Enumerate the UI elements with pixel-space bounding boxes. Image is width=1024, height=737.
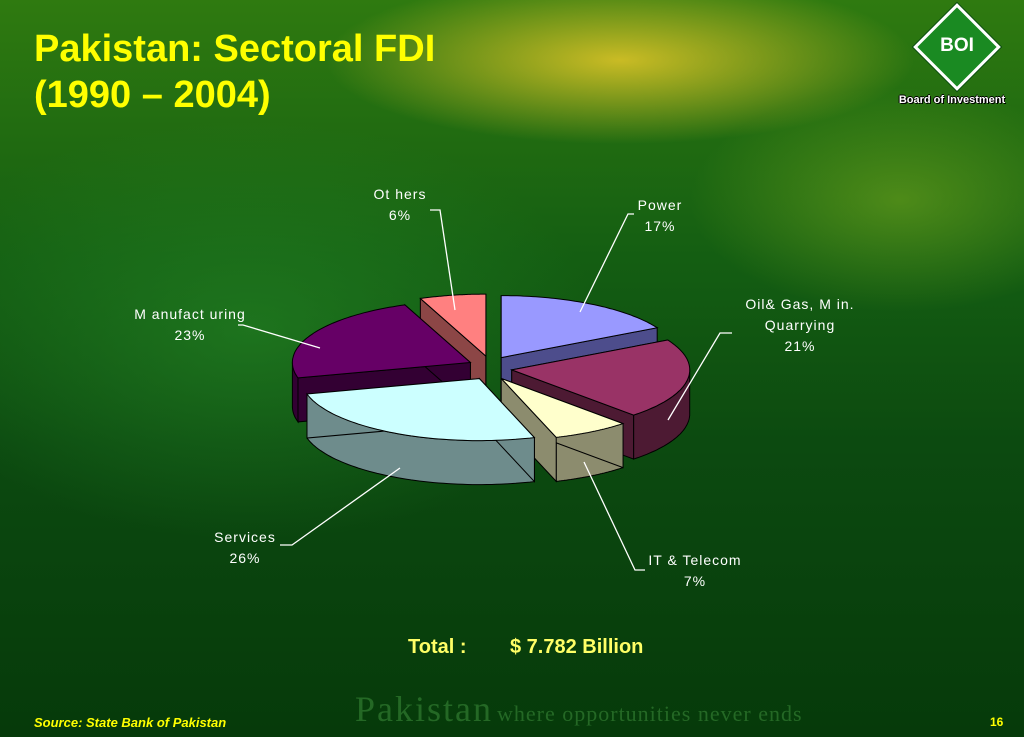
total-value: $ 7.782 Billion — [510, 636, 644, 658]
watermark-tagline: where opportunities never ends — [497, 701, 803, 726]
label-it-telecom: IT & Telecom 7% — [635, 550, 755, 592]
leader-line-oil-gas — [667, 332, 732, 421]
pie-slice-top-manufacturing — [291, 304, 472, 379]
label-manufacturing-pct: 23% — [174, 327, 206, 343]
label-others: Ot hers 6% — [340, 184, 460, 226]
pie-slice-it-telecom — [500, 377, 625, 483]
page-number: 16 — [990, 715, 1004, 729]
label-it-telecom-pct: 7% — [683, 573, 707, 589]
label-oil-gas-name: Oil& Gas, M in. — [745, 296, 855, 312]
leader-line-it-telecom — [583, 461, 645, 571]
label-services-pct: 26% — [229, 550, 261, 566]
pie-slice-top-power — [500, 295, 659, 359]
label-others-pct: 6% — [388, 207, 412, 223]
boi-logo: BOI Board of Investment — [899, 3, 1015, 114]
label-manufacturing: M anufact uring 23% — [120, 304, 260, 346]
title-line-2: (1990 – 2004) — [34, 74, 271, 116]
label-oil-gas-pct: 21% — [784, 338, 816, 354]
label-oil-gas: Oil& Gas, M in. Quarrying 21% — [715, 294, 885, 357]
source-note: Source: State Bank of Pakistan — [34, 715, 227, 730]
label-services-name: Services — [214, 529, 276, 545]
label-oil-gas-name-2: Quarrying — [764, 317, 836, 333]
pie-slice-top-oil-gas — [509, 339, 691, 416]
watermark: Pakistan where opportunities never ends — [355, 688, 803, 730]
label-others-name: Ot hers — [373, 186, 427, 202]
total-line: Total : $ 7.782 Billion — [408, 636, 643, 659]
slide-title: Pakistan: Sectoral FDI (1990 – 2004) — [34, 26, 435, 118]
label-power-pct: 17% — [644, 218, 676, 234]
label-it-telecom-name: IT & Telecom — [648, 552, 742, 568]
leader-line-services — [280, 467, 401, 546]
label-power-name: Power — [637, 197, 683, 213]
logo-caption: Board of Investment — [898, 94, 1006, 106]
leader-line-others — [430, 209, 456, 311]
pie-slice-top-it-telecom — [500, 377, 625, 438]
label-power: Power 17% — [600, 195, 720, 237]
leader-line-power — [579, 213, 634, 313]
total-label: Total : — [408, 636, 467, 658]
label-services: Services 26% — [190, 527, 300, 569]
logo-text: BOI — [940, 35, 974, 56]
leader-line-manufacturing — [238, 324, 321, 349]
watermark-main: Pakistan — [355, 689, 493, 729]
pie-slice-services — [306, 377, 536, 486]
title-line-1: Pakistan: Sectoral FDI — [34, 28, 436, 70]
label-manufacturing-name: M anufact uring — [134, 306, 246, 322]
pie-slice-top-services — [306, 378, 536, 442]
